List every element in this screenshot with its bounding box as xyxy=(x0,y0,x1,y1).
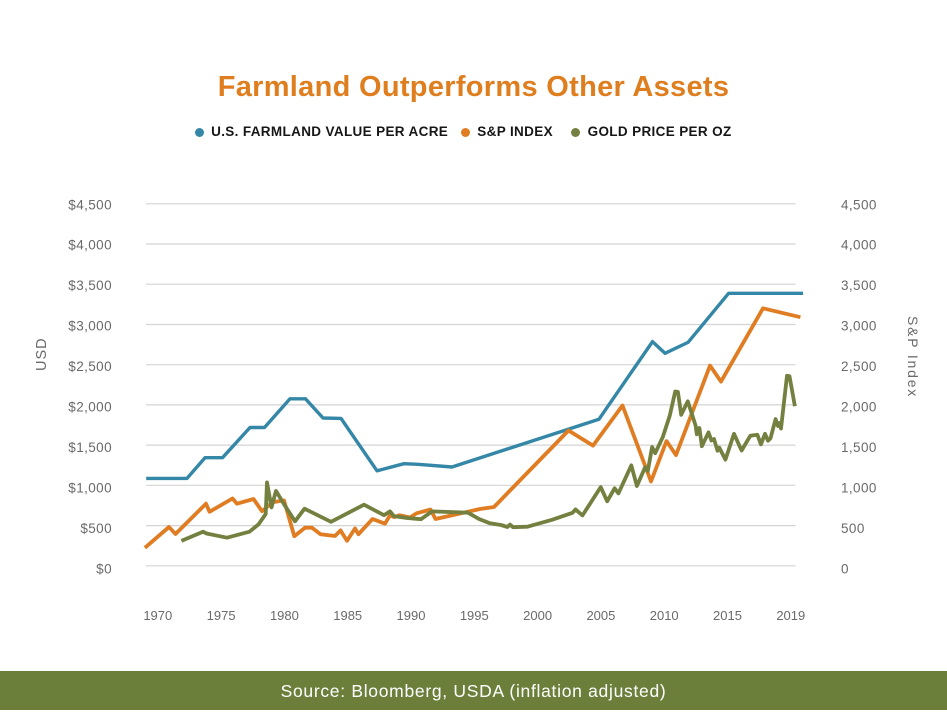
svg-text:$2,500: $2,500 xyxy=(68,359,112,374)
svg-text:2010: 2010 xyxy=(650,608,679,623)
svg-text:4,500: 4,500 xyxy=(841,197,877,212)
svg-text:2019: 2019 xyxy=(776,608,805,623)
svg-text:0: 0 xyxy=(841,561,849,576)
svg-text:500: 500 xyxy=(841,521,865,536)
svg-text:4,000: 4,000 xyxy=(841,238,877,253)
svg-text:2,500: 2,500 xyxy=(841,359,877,374)
svg-text:1990: 1990 xyxy=(397,608,426,623)
svg-text:2,000: 2,000 xyxy=(841,400,877,415)
svg-text:1970: 1970 xyxy=(143,608,172,623)
svg-text:3,000: 3,000 xyxy=(841,319,877,334)
svg-text:1,500: 1,500 xyxy=(841,440,877,455)
svg-text:USD: USD xyxy=(34,337,50,371)
svg-text:1995: 1995 xyxy=(460,608,489,623)
svg-text:$4,500: $4,500 xyxy=(68,197,112,212)
svg-text:$0: $0 xyxy=(96,561,112,576)
svg-text:$3,000: $3,000 xyxy=(68,319,112,334)
svg-text:2005: 2005 xyxy=(586,608,615,623)
svg-text:1985: 1985 xyxy=(333,608,362,623)
svg-text:1975: 1975 xyxy=(207,608,236,623)
svg-text:$3,500: $3,500 xyxy=(68,278,112,293)
svg-text:2015: 2015 xyxy=(713,608,742,623)
svg-text:1980: 1980 xyxy=(270,608,299,623)
svg-text:1,000: 1,000 xyxy=(841,480,877,495)
svg-text:$4,000: $4,000 xyxy=(68,238,112,253)
svg-text:$500: $500 xyxy=(80,521,112,536)
svg-text:$2,000: $2,000 xyxy=(68,400,112,415)
svg-text:3,500: 3,500 xyxy=(841,278,877,293)
svg-text:$1,000: $1,000 xyxy=(68,480,112,495)
svg-text:S&P Index: S&P Index xyxy=(905,316,921,398)
svg-text:2000: 2000 xyxy=(523,608,552,623)
svg-text:$1,500: $1,500 xyxy=(68,440,112,455)
